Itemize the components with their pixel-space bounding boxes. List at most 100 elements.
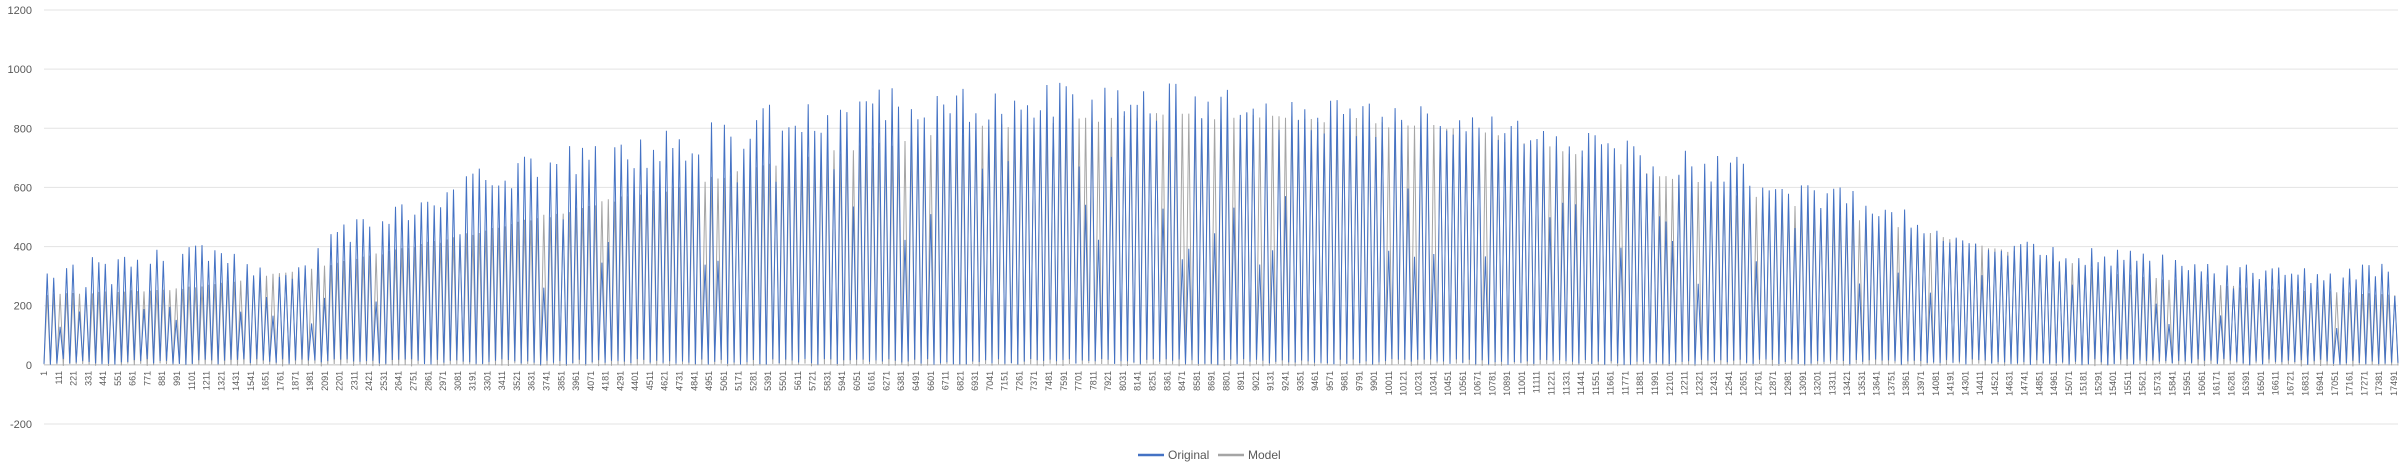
x-tick-label: 8251: [1148, 371, 1158, 391]
x-axis-ticks: 1 111 221 331 441 551 661 771 881 991 1101 1211 1321…: [39, 371, 2399, 396]
x-tick-label: 9131: [1266, 371, 1276, 391]
x-tick-label: 11221: [1547, 371, 1557, 395]
x-tick-label: 5831: [822, 371, 832, 391]
x-tick-label: 2641: [394, 371, 404, 391]
x-tick-label: 14851: [2034, 371, 2044, 396]
x-tick-label: 13861: [1901, 371, 1911, 396]
x-tick-label: 5611: [793, 371, 803, 390]
x-tick-label: 3631: [527, 371, 537, 391]
y-tick-label: 1000: [8, 64, 32, 76]
x-tick-label: 10671: [1473, 371, 1483, 396]
x-tick-label: 12871: [1768, 371, 1778, 396]
x-tick-label: 6491: [911, 371, 921, 391]
x-tick-label: 10231: [1414, 371, 1424, 396]
x-tick-label: 4731: [675, 371, 685, 391]
x-tick-label: 11661: [1606, 371, 1616, 395]
x-tick-label: 5721: [808, 371, 818, 391]
x-tick-label: 1: [39, 371, 49, 376]
x-tick-label: 12321: [1694, 371, 1704, 396]
x-tick-label: 6601: [926, 371, 936, 391]
x-tick-label: 8581: [1192, 371, 1202, 391]
x-tick-label: 14411: [1975, 371, 1985, 395]
x-tick-label: 881: [157, 371, 167, 386]
x-tick-label: 7371: [1029, 371, 1039, 391]
x-tick-label: 5391: [763, 371, 773, 391]
x-tick-label: 2201: [335, 371, 345, 391]
x-tick-label: 13311: [1827, 371, 1837, 395]
x-tick-label: 8031: [1118, 371, 1128, 391]
x-tick-label: 17271: [2359, 371, 2369, 396]
x-tick-label: 9461: [1310, 371, 1320, 391]
x-tick-label: 441: [98, 371, 108, 386]
x-tick-label: 15951: [2182, 371, 2192, 396]
x-tick-label: 16061: [2197, 371, 2207, 396]
x-tick-label: 2751: [409, 371, 419, 391]
x-tick-label: 5281: [748, 371, 758, 391]
x-tick-label: 10011: [1384, 371, 1394, 395]
x-tick-label: 11441: [1576, 371, 1586, 395]
x-tick-label: 12761: [1753, 371, 1763, 396]
x-tick-label: 15401: [2108, 371, 2118, 396]
x-tick-label: 7261: [1015, 371, 1025, 391]
x-tick-label: 2311: [349, 371, 359, 390]
x-tick-label: 9901: [1369, 371, 1379, 391]
series-model-line: [43, 113, 2399, 367]
x-tick-label: 6161: [867, 371, 877, 391]
x-tick-label: 13971: [1916, 371, 1926, 396]
x-tick-label: 8911: [1236, 371, 1246, 390]
x-tick-label: 15181: [2079, 371, 2089, 396]
x-tick-label: 4621: [660, 371, 670, 391]
x-tick-label: 15621: [2138, 371, 2148, 396]
x-tick-label: 13421: [1842, 371, 1852, 396]
x-tick-label: 14301: [1960, 371, 1970, 396]
x-tick-label: 14631: [2005, 371, 2015, 396]
x-tick-label: 14521: [1990, 371, 2000, 396]
x-tick-label: 10781: [1487, 371, 1497, 396]
x-tick-label: 3521: [512, 371, 522, 391]
legend-model-label: Model: [1248, 448, 1281, 462]
x-tick-label: 1101: [187, 371, 197, 390]
x-tick-label: 1651: [261, 371, 271, 391]
y-tick-label: 200: [14, 301, 32, 313]
x-tick-label: 14081: [1931, 371, 1941, 396]
x-tick-label: 15511: [2123, 371, 2133, 395]
y-tick-label: 800: [14, 123, 32, 135]
x-tick-label: 7041: [985, 371, 995, 391]
x-tick-label: 1981: [305, 371, 315, 391]
x-tick-label: 6821: [955, 371, 965, 391]
x-tick-label: 16941: [2315, 371, 2325, 396]
x-tick-label: 16611: [2271, 371, 2281, 395]
x-tick-label: 8801: [1221, 371, 1231, 391]
x-tick-label: 3081: [453, 371, 463, 391]
x-tick-label: 3191: [468, 371, 478, 391]
x-tick-label: 1871: [290, 371, 300, 391]
gridlines: [44, 9, 2398, 425]
x-tick-label: 1321: [216, 371, 226, 391]
x-tick-label: 4841: [689, 371, 699, 391]
x-tick-label: 17491: [2389, 371, 2399, 396]
x-tick-label: 4291: [615, 371, 625, 391]
x-tick-label: 4511: [645, 371, 655, 390]
x-tick-label: 17161: [2345, 371, 2355, 396]
x-tick-label: 3741: [542, 371, 552, 391]
series-original-line: [43, 82, 2399, 365]
legend: Original Model: [1138, 448, 1281, 462]
x-tick-label: 9351: [1295, 371, 1305, 391]
x-tick-label: 16831: [2300, 371, 2310, 396]
x-tick-label: 661: [128, 371, 138, 386]
x-tick-label: 13091: [1798, 371, 1808, 396]
x-tick-label: 4401: [630, 371, 640, 391]
x-tick-label: 16501: [2256, 371, 2266, 396]
x-tick-label: 8141: [1133, 371, 1143, 391]
x-tick-label: 14741: [2020, 371, 2030, 396]
x-tick-label: 2421: [364, 371, 374, 391]
x-tick-label: 771: [143, 371, 153, 386]
x-tick-label: 10561: [1458, 371, 1468, 396]
x-tick-label: 16171: [2212, 371, 2222, 396]
x-tick-label: 1541: [246, 371, 256, 391]
x-tick-label: 11771: [1620, 371, 1630, 395]
x-tick-label: 8361: [1162, 371, 1172, 391]
x-tick-label: 6271: [881, 371, 891, 391]
x-tick-label: 9681: [1340, 371, 1350, 391]
